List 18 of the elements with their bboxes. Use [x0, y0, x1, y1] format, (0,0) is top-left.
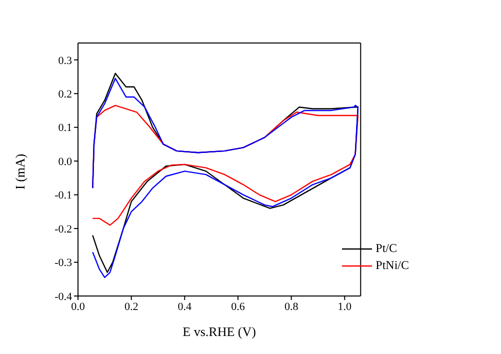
y-tick-label: 0.0	[58, 156, 72, 168]
y-tick-label: 0.1	[58, 122, 72, 134]
y-axis-title: I (mA)	[12, 154, 28, 190]
x-tick-label: 0.0	[71, 300, 86, 313]
x-tick-label: 0.6	[231, 300, 246, 313]
y-tick-label: -0.2	[54, 223, 72, 236]
y-tick-label: -0.1	[54, 190, 72, 202]
legend-label: PtNi/C	[376, 258, 409, 273]
x-tick-label: 0.2	[124, 300, 138, 313]
y-tick-label: -0.3	[54, 257, 72, 270]
x-tick-label: 0.8	[284, 300, 299, 313]
y-tick-label: -0.4	[54, 290, 72, 303]
y-tick-label: 0.3	[58, 54, 72, 67]
y-tick-label: 0.2	[58, 88, 72, 101]
x-tick-label: 0.4	[178, 300, 192, 313]
legend-label: Pt/C	[376, 241, 397, 256]
x-tick-label: 1.0	[338, 300, 352, 313]
x-axis-title: E vs.RHE (V)	[182, 324, 256, 339]
